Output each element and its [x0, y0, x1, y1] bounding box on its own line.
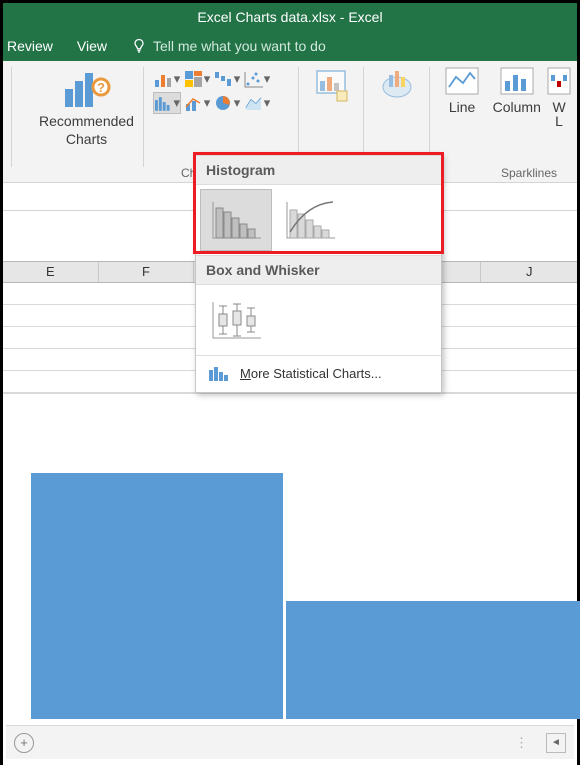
3d-map-button[interactable]: [372, 67, 421, 105]
ribbon-separator: [298, 67, 299, 167]
sparkline-winloss-label2: L: [555, 113, 563, 129]
chart-bar-1: [31, 473, 283, 719]
bar-chart-dropdown[interactable]: ▾: [153, 68, 181, 90]
sheet-options-icon[interactable]: ⋮: [515, 735, 530, 751]
hierarchy-chart-dropdown[interactable]: ▾: [183, 68, 211, 90]
title-bar: Excel Charts data.xlsx - Excel: [3, 3, 577, 31]
section-histogram: Histogram: [196, 155, 441, 185]
tab-view[interactable]: View: [77, 38, 107, 54]
sparkline-column-label: Column: [493, 99, 541, 115]
histogram-option[interactable]: [200, 189, 272, 251]
sparkline-column-button[interactable]: Column: [492, 67, 541, 115]
more-statistical-charts[interactable]: More Statistical Charts...: [196, 355, 441, 392]
bulb-icon: [131, 38, 147, 54]
pareto-option[interactable]: [274, 189, 346, 251]
sparkline-line-button[interactable]: Line: [438, 67, 487, 115]
col-J[interactable]: J: [481, 262, 577, 282]
pivotchart-button[interactable]: [307, 67, 356, 105]
sparkline-winloss-button[interactable]: W L: [547, 67, 571, 129]
combo-chart-dropdown[interactable]: ▾: [183, 92, 211, 114]
sparkline-line-label: Line: [449, 99, 475, 115]
ribbon-separator: [429, 67, 430, 167]
ribbon-separator: [143, 67, 144, 167]
statistic-chart-dropdown[interactable]: ▾: [153, 92, 181, 114]
box-whisker-option[interactable]: [200, 289, 272, 351]
more-stats-label: More Statistical Charts...: [240, 366, 382, 381]
col-E[interactable]: E: [3, 262, 99, 282]
waterfall-chart-dropdown[interactable]: ▾: [213, 68, 241, 90]
recommended-label-1: Recommended: [39, 113, 134, 129]
sheet-tab-bar: + ⋮ ◄: [6, 725, 574, 759]
recommended-charts-icon: ?: [63, 67, 111, 111]
group-label-sparklines: Sparklines: [501, 166, 557, 180]
window-title: Excel Charts data.xlsx - Excel: [197, 9, 382, 25]
pie-chart-dropdown[interactable]: ▾: [213, 92, 241, 114]
chart-bar-2: [286, 601, 580, 719]
histogram-small-icon: [208, 364, 230, 382]
ribbon-tabs: Review View Tell me what you want to do: [3, 31, 577, 61]
left-arrow-icon: ◄: [551, 737, 561, 748]
scroll-left-button[interactable]: ◄: [546, 733, 566, 753]
statistic-chart-dropdown-panel: Histogram Box and Whisker: [195, 154, 442, 393]
chart-plot-area: [3, 393, 577, 723]
scatter-chart-dropdown[interactable]: ▾: [243, 68, 271, 90]
tab-review[interactable]: Review: [7, 38, 53, 54]
surface-chart-dropdown[interactable]: ▾: [243, 92, 271, 114]
tell-me-text: Tell me what you want to do: [153, 38, 326, 54]
section-box-whisker: Box and Whisker: [196, 255, 441, 285]
ribbon-separator: [11, 67, 12, 167]
new-sheet-button[interactable]: +: [14, 733, 34, 753]
chart-types-group: ▾ ▾ ▾ ▾ ▾ ▾ ▾ ▾: [152, 67, 298, 115]
recommended-charts-button[interactable]: ? Recommended Charts: [38, 67, 135, 147]
plus-icon: +: [20, 735, 28, 750]
ribbon-separator: [363, 67, 364, 167]
col-F[interactable]: F: [99, 262, 195, 282]
tell-me[interactable]: Tell me what you want to do: [131, 38, 326, 54]
recommended-label-2: Charts: [66, 131, 107, 147]
svg-text:?: ?: [97, 80, 105, 95]
